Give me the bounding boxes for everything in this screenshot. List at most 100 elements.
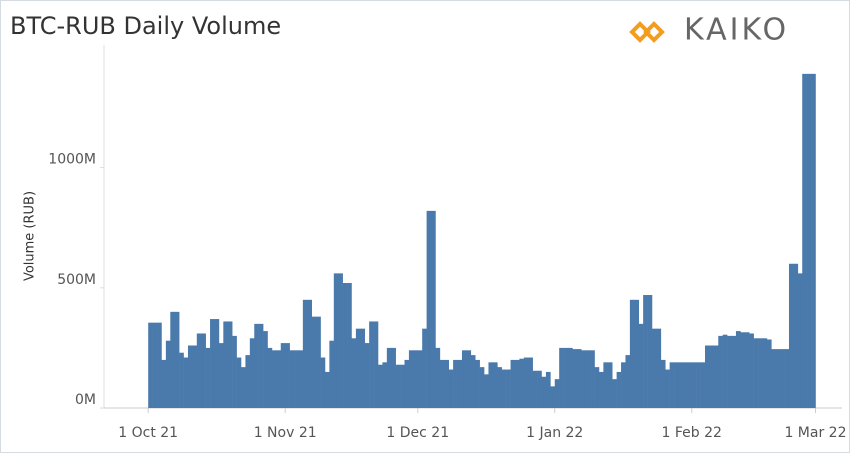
bar [236, 357, 242, 408]
bar [311, 316, 317, 408]
bar [258, 323, 264, 408]
bar [271, 350, 277, 408]
bar [621, 362, 626, 408]
bar [806, 73, 812, 408]
bar [364, 343, 370, 408]
bar [665, 369, 670, 408]
bar [444, 359, 449, 408]
bar [643, 295, 648, 408]
bar [466, 350, 472, 408]
bar [249, 338, 255, 408]
bar [501, 369, 507, 408]
bar [369, 321, 374, 408]
bar [594, 367, 600, 408]
bar [179, 352, 184, 408]
bar [165, 340, 171, 408]
bar [545, 371, 551, 408]
bar [744, 332, 750, 408]
bar [554, 379, 560, 408]
bar [316, 316, 321, 408]
bar [735, 331, 741, 408]
bar [435, 347, 441, 408]
bar [232, 335, 237, 408]
bar [581, 350, 586, 408]
bar [404, 359, 410, 408]
bar [254, 323, 259, 408]
bar [470, 355, 476, 408]
bar [753, 338, 759, 408]
bar [391, 347, 396, 408]
bar [669, 362, 675, 408]
bar [324, 371, 330, 408]
bar [638, 323, 644, 408]
bar [740, 332, 746, 408]
bar [333, 273, 339, 408]
bar [448, 369, 454, 408]
x-tick-label: 1 Mar 22 [784, 425, 846, 441]
bar [532, 370, 538, 408]
bar [550, 386, 556, 408]
bar [523, 357, 529, 408]
bar [766, 339, 772, 408]
bar [355, 328, 361, 408]
bar [722, 334, 728, 408]
bar [377, 364, 383, 408]
bar [439, 359, 445, 408]
bar [585, 350, 591, 408]
bar [373, 321, 379, 408]
bar [696, 362, 701, 408]
bar [360, 328, 366, 408]
x-tick-label: 1 Feb 22 [662, 425, 722, 441]
bar [713, 345, 719, 408]
bar [762, 338, 768, 408]
bar [488, 362, 494, 408]
x-tick-label: 1 Jan 22 [526, 425, 583, 441]
bar [329, 340, 335, 408]
bar [183, 357, 189, 408]
bar [788, 263, 794, 408]
bar [793, 263, 799, 408]
bar [811, 73, 816, 408]
bar [227, 321, 233, 408]
bar [691, 362, 697, 408]
bar [506, 369, 511, 408]
bar [598, 371, 604, 408]
bar [590, 350, 595, 408]
bar [223, 321, 229, 408]
bar [775, 349, 781, 408]
bar [192, 345, 198, 408]
bar [780, 349, 785, 408]
bar [682, 362, 688, 408]
bar [749, 333, 754, 408]
y-tick-label: 500M [57, 272, 96, 288]
bar [267, 347, 273, 408]
bar [484, 374, 489, 408]
logo-text: KAIKO [684, 13, 789, 48]
bar [422, 328, 427, 408]
bar [210, 319, 215, 408]
bar [201, 333, 206, 408]
bar [205, 347, 211, 408]
x-tick-label: 1 Oct 21 [118, 425, 178, 441]
bar [718, 335, 723, 408]
bar [461, 350, 467, 408]
bar [510, 359, 516, 408]
bar [651, 328, 657, 408]
bar [276, 350, 282, 408]
bar [607, 362, 613, 408]
bar [285, 343, 290, 408]
bar [568, 347, 573, 408]
bar [603, 362, 609, 408]
bar [157, 322, 162, 408]
bar [187, 345, 193, 408]
bar [161, 359, 167, 408]
bar [302, 299, 308, 408]
bar [214, 319, 220, 408]
bar [771, 349, 777, 408]
bar [541, 376, 547, 408]
logo: KAIKO [629, 13, 789, 48]
bar [152, 322, 158, 408]
bar [758, 338, 763, 408]
bar [174, 311, 180, 408]
y-tick-label: 0M [75, 392, 96, 408]
